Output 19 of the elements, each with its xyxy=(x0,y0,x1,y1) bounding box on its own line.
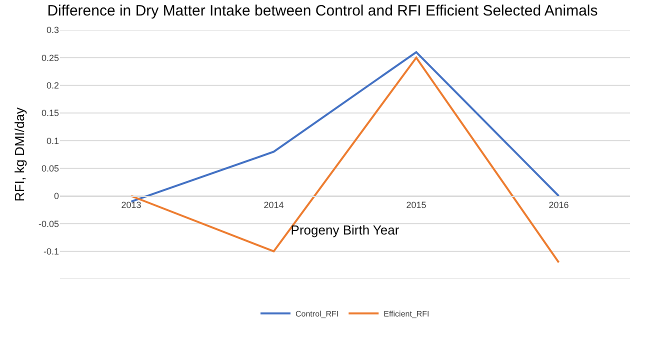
chart-title: Difference in Dry Matter Intake between Control and RFI Efficient Selected Animals xyxy=(47,2,598,20)
y-tick-label: 0.1 xyxy=(46,136,59,146)
y-tick-label: -0.05 xyxy=(38,218,59,229)
x-axis-title: Progeny Birth Year xyxy=(290,222,400,238)
y-axis-title: RFI, kg DMI/day xyxy=(12,107,27,202)
y-tick-label: -0.1 xyxy=(43,246,59,256)
legend-label: Efficient_RFI xyxy=(384,310,430,319)
y-tick-label: 0.2 xyxy=(46,80,59,90)
y-tick-label: 0.15 xyxy=(41,108,59,118)
y-tick-label: 0.25 xyxy=(41,52,59,63)
x-tick-label: 2015 xyxy=(406,200,426,210)
y-tick-label: 0.3 xyxy=(46,25,59,36)
x-tick-label: 2016 xyxy=(548,200,569,210)
y-tick-label: 0 xyxy=(54,191,59,202)
legend-label: Control_RFI xyxy=(296,310,339,319)
x-tick-label: 2013 xyxy=(121,200,142,210)
line-series xyxy=(130,51,560,203)
x-tick-label: 2014 xyxy=(264,200,284,210)
y-tick-label: 0.05 xyxy=(41,163,59,174)
